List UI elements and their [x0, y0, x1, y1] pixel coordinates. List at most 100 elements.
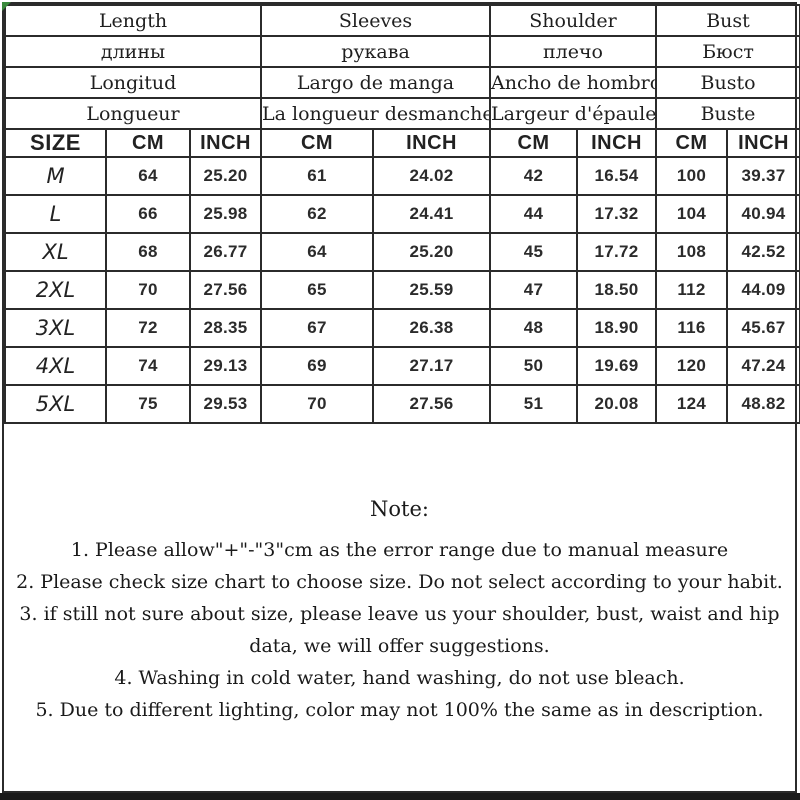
value-cell: 39.37 [726, 156, 800, 196]
value-cell: 70 [105, 270, 191, 310]
bottom-bar [0, 793, 800, 800]
value-cell: 64 [105, 156, 191, 196]
size-label: XL [4, 232, 107, 272]
note-line: 5. Due to different lighting, color may … [35, 699, 764, 721]
header-length-ru: длины [3, 35, 263, 68]
header-length-fr: Longueur [3, 97, 263, 130]
value-cell: 42 [489, 156, 579, 196]
size-label: 4XL [4, 346, 107, 386]
size-chart-table: Length Sleeves Shoulder Bust длины рукав… [3, 4, 800, 424]
value-cell: 17.32 [576, 194, 658, 234]
table-row-2xl: 2XL 70 27.56 65 25.59 47 18.50 112 44.09 [4, 270, 800, 310]
value-cell: 47 [489, 270, 579, 310]
unit-header-inch: INCH [576, 128, 658, 158]
value-cell: 48.82 [726, 384, 800, 424]
unit-header-inch: INCH [726, 128, 800, 158]
value-cell: 44 [489, 194, 579, 234]
value-cell: 45 [489, 232, 579, 272]
note-line: data, we will offer suggestions. [249, 635, 550, 657]
value-cell: 20.08 [576, 384, 658, 424]
value-cell: 25.59 [372, 270, 492, 310]
note-line: 4. Washing in cold water, hand washing, … [114, 667, 685, 689]
header-sleeves-fr: La longueur desmanches [260, 97, 492, 130]
header-row-english: Length Sleeves Shoulder Bust [3, 4, 800, 37]
table-row-4xl: 4XL 74 29.13 69 27.17 50 19.69 120 47.24 [4, 346, 800, 386]
value-cell: 75 [105, 384, 191, 424]
value-cell: 25.20 [188, 156, 263, 196]
value-cell: 24.41 [372, 194, 492, 234]
value-cell: 25.20 [372, 232, 492, 272]
note-line: 3. if still not sure about size, please … [19, 603, 780, 625]
unit-header-cm: CM [260, 128, 375, 158]
corner-marker-icon [2, 2, 11, 11]
value-cell: 116 [655, 308, 729, 348]
value-cell: 19.69 [576, 346, 658, 386]
value-cell: 64 [260, 232, 375, 272]
value-cell: 120 [655, 346, 729, 386]
value-cell: 17.72 [576, 232, 658, 272]
size-label: L [4, 194, 107, 234]
size-label: 5XL [4, 384, 107, 424]
header-row-russian: длины рукава плечо Бюст [3, 35, 800, 68]
value-cell: 67 [260, 308, 375, 348]
header-shoulder-fr: Largeur d'épaule [489, 97, 658, 130]
value-cell: 61 [260, 156, 375, 196]
table-row-m: M 64 25.20 61 24.02 42 16.54 100 39.37 [4, 156, 800, 196]
size-label: 3XL [4, 308, 107, 348]
value-cell: 16.54 [576, 156, 658, 196]
value-cell: 45.67 [726, 308, 800, 348]
value-cell: 44.09 [726, 270, 800, 310]
value-cell: 28.35 [188, 308, 263, 348]
value-cell: 18.50 [576, 270, 658, 310]
unit-header-cm: CM [105, 128, 191, 158]
value-cell: 48 [489, 308, 579, 348]
value-cell: 27.56 [372, 384, 492, 424]
header-row-french: Longueur La longueur desmanches Largeur … [3, 97, 800, 130]
value-cell: 69 [260, 346, 375, 386]
value-cell: 66 [105, 194, 191, 234]
value-cell: 26.77 [188, 232, 263, 272]
header-row-spanish: Longitud Largo de manga Ancho de hombro … [3, 66, 800, 99]
table-row-3xl: 3XL 72 28.35 67 26.38 48 18.90 116 45.67 [4, 308, 800, 348]
value-cell: 70 [260, 384, 375, 424]
value-cell: 68 [105, 232, 191, 272]
unit-header-inch: INCH [372, 128, 492, 158]
value-cell: 40.94 [726, 194, 800, 234]
size-label: 2XL [4, 270, 107, 310]
header-sleeves-ru: рукава [260, 35, 492, 68]
unit-header-row: SIZE CM INCH CM INCH CM INCH CM INCH [4, 128, 800, 158]
size-label: M [4, 156, 107, 196]
value-cell: 74 [105, 346, 191, 386]
table-row-xl: XL 68 26.77 64 25.20 45 17.72 108 42.52 [4, 232, 800, 272]
note-title: Note: [370, 497, 429, 521]
value-cell: 27.17 [372, 346, 492, 386]
value-cell: 112 [655, 270, 729, 310]
value-cell: 108 [655, 232, 729, 272]
header-shoulder-es: Ancho de hombro [489, 66, 658, 99]
table-row-l: L 66 25.98 62 24.41 44 17.32 104 40.94 [4, 194, 800, 234]
value-cell: 26.38 [372, 308, 492, 348]
header-length-en: Length [3, 4, 263, 37]
value-cell: 25.98 [188, 194, 263, 234]
header-shoulder-en: Shoulder [489, 4, 658, 37]
value-cell: 124 [655, 384, 729, 424]
value-cell: 29.13 [188, 346, 263, 386]
value-cell: 100 [655, 156, 729, 196]
value-cell: 65 [260, 270, 375, 310]
size-column-header: SIZE [4, 128, 107, 158]
unit-header-cm: CM [655, 128, 729, 158]
header-bust-ru: Бюст [655, 35, 800, 68]
header-bust-en: Bust [655, 4, 800, 37]
header-bust-es: Busto [655, 66, 800, 99]
value-cell: 18.90 [576, 308, 658, 348]
header-sleeves-en: Sleeves [260, 4, 492, 37]
value-cell: 24.02 [372, 156, 492, 196]
header-bust-fr: Buste [655, 97, 800, 130]
value-cell: 51 [489, 384, 579, 424]
header-length-es: Longitud [3, 66, 263, 99]
value-cell: 50 [489, 346, 579, 386]
note-line: 1. Please allow"+"-"3"cm as the error ra… [70, 539, 729, 561]
unit-header-inch: INCH [188, 128, 263, 158]
value-cell: 29.53 [188, 384, 263, 424]
header-sleeves-es: Largo de manga [260, 66, 492, 99]
